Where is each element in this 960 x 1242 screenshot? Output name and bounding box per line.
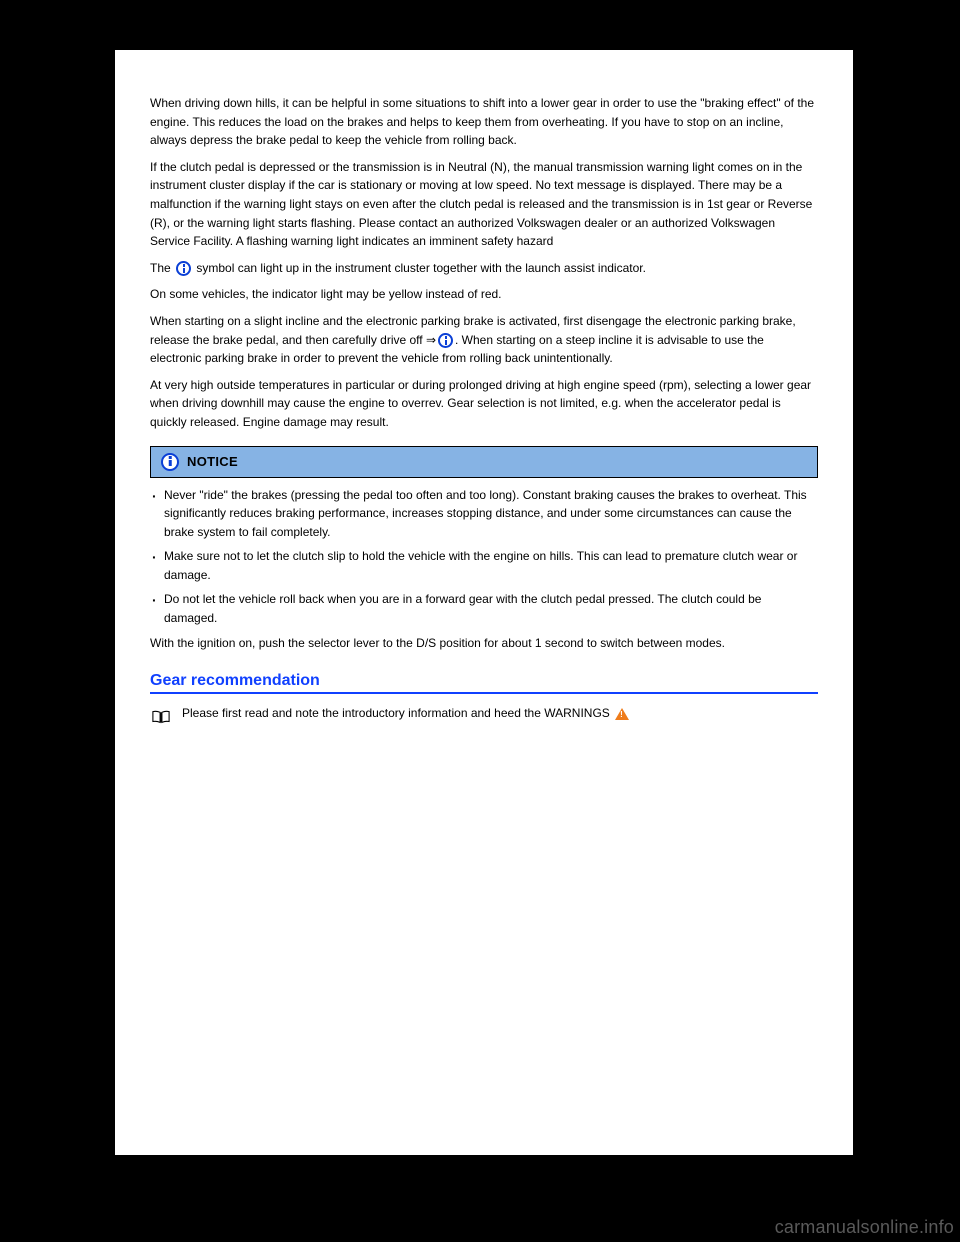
warning-triangle-icon (615, 708, 629, 720)
list-item: Make sure not to let the clutch slip to … (150, 547, 818, 584)
text-fragment: Please first read and note the introduct… (182, 706, 610, 720)
notice-circle-icon (161, 453, 179, 471)
list-item: Never "ride" the brakes (pressing the pe… (150, 486, 818, 542)
notice-circle-icon (438, 333, 453, 348)
paragraph-incline-start: When starting on a slight incline and th… (150, 312, 818, 368)
notice-box: NOTICE (150, 446, 818, 478)
list-item: Do not let the vehicle roll back when yo… (150, 590, 818, 627)
text-fragment: The (150, 261, 171, 275)
notice-bullet-list: Never "ride" the brakes (pressing the pe… (150, 486, 818, 628)
paragraph-overrev: At very high outside temperatures in par… (150, 376, 818, 432)
paragraph-symbol-info: The symbol can light up in the instrumen… (150, 259, 818, 278)
paragraph-footnote: With the ignition on, push the selector … (150, 634, 818, 653)
manual-page: When driving down hills, it can be helpf… (115, 50, 853, 1155)
notice-circle-icon (176, 261, 191, 276)
watermark-text: carmanualsonline.info (775, 1217, 954, 1238)
paragraph-braking-downhill: When driving down hills, it can be helpf… (150, 94, 818, 150)
read-first-text: Please first read and note the introduct… (182, 704, 631, 729)
book-icon-cell (150, 704, 172, 729)
read-first-block: Please first read and note the introduct… (150, 704, 818, 729)
paragraph-yellow-light: On some vehicles, the indicator light ma… (150, 285, 818, 304)
text-fragment: symbol can light up in the instrument cl… (196, 261, 646, 275)
section-heading-gear-recommendation: Gear recommendation (150, 672, 818, 694)
book-icon (152, 710, 170, 729)
paragraph-warning-light: If the clutch pedal is depressed or the … (150, 158, 818, 251)
notice-label: NOTICE (187, 454, 238, 469)
